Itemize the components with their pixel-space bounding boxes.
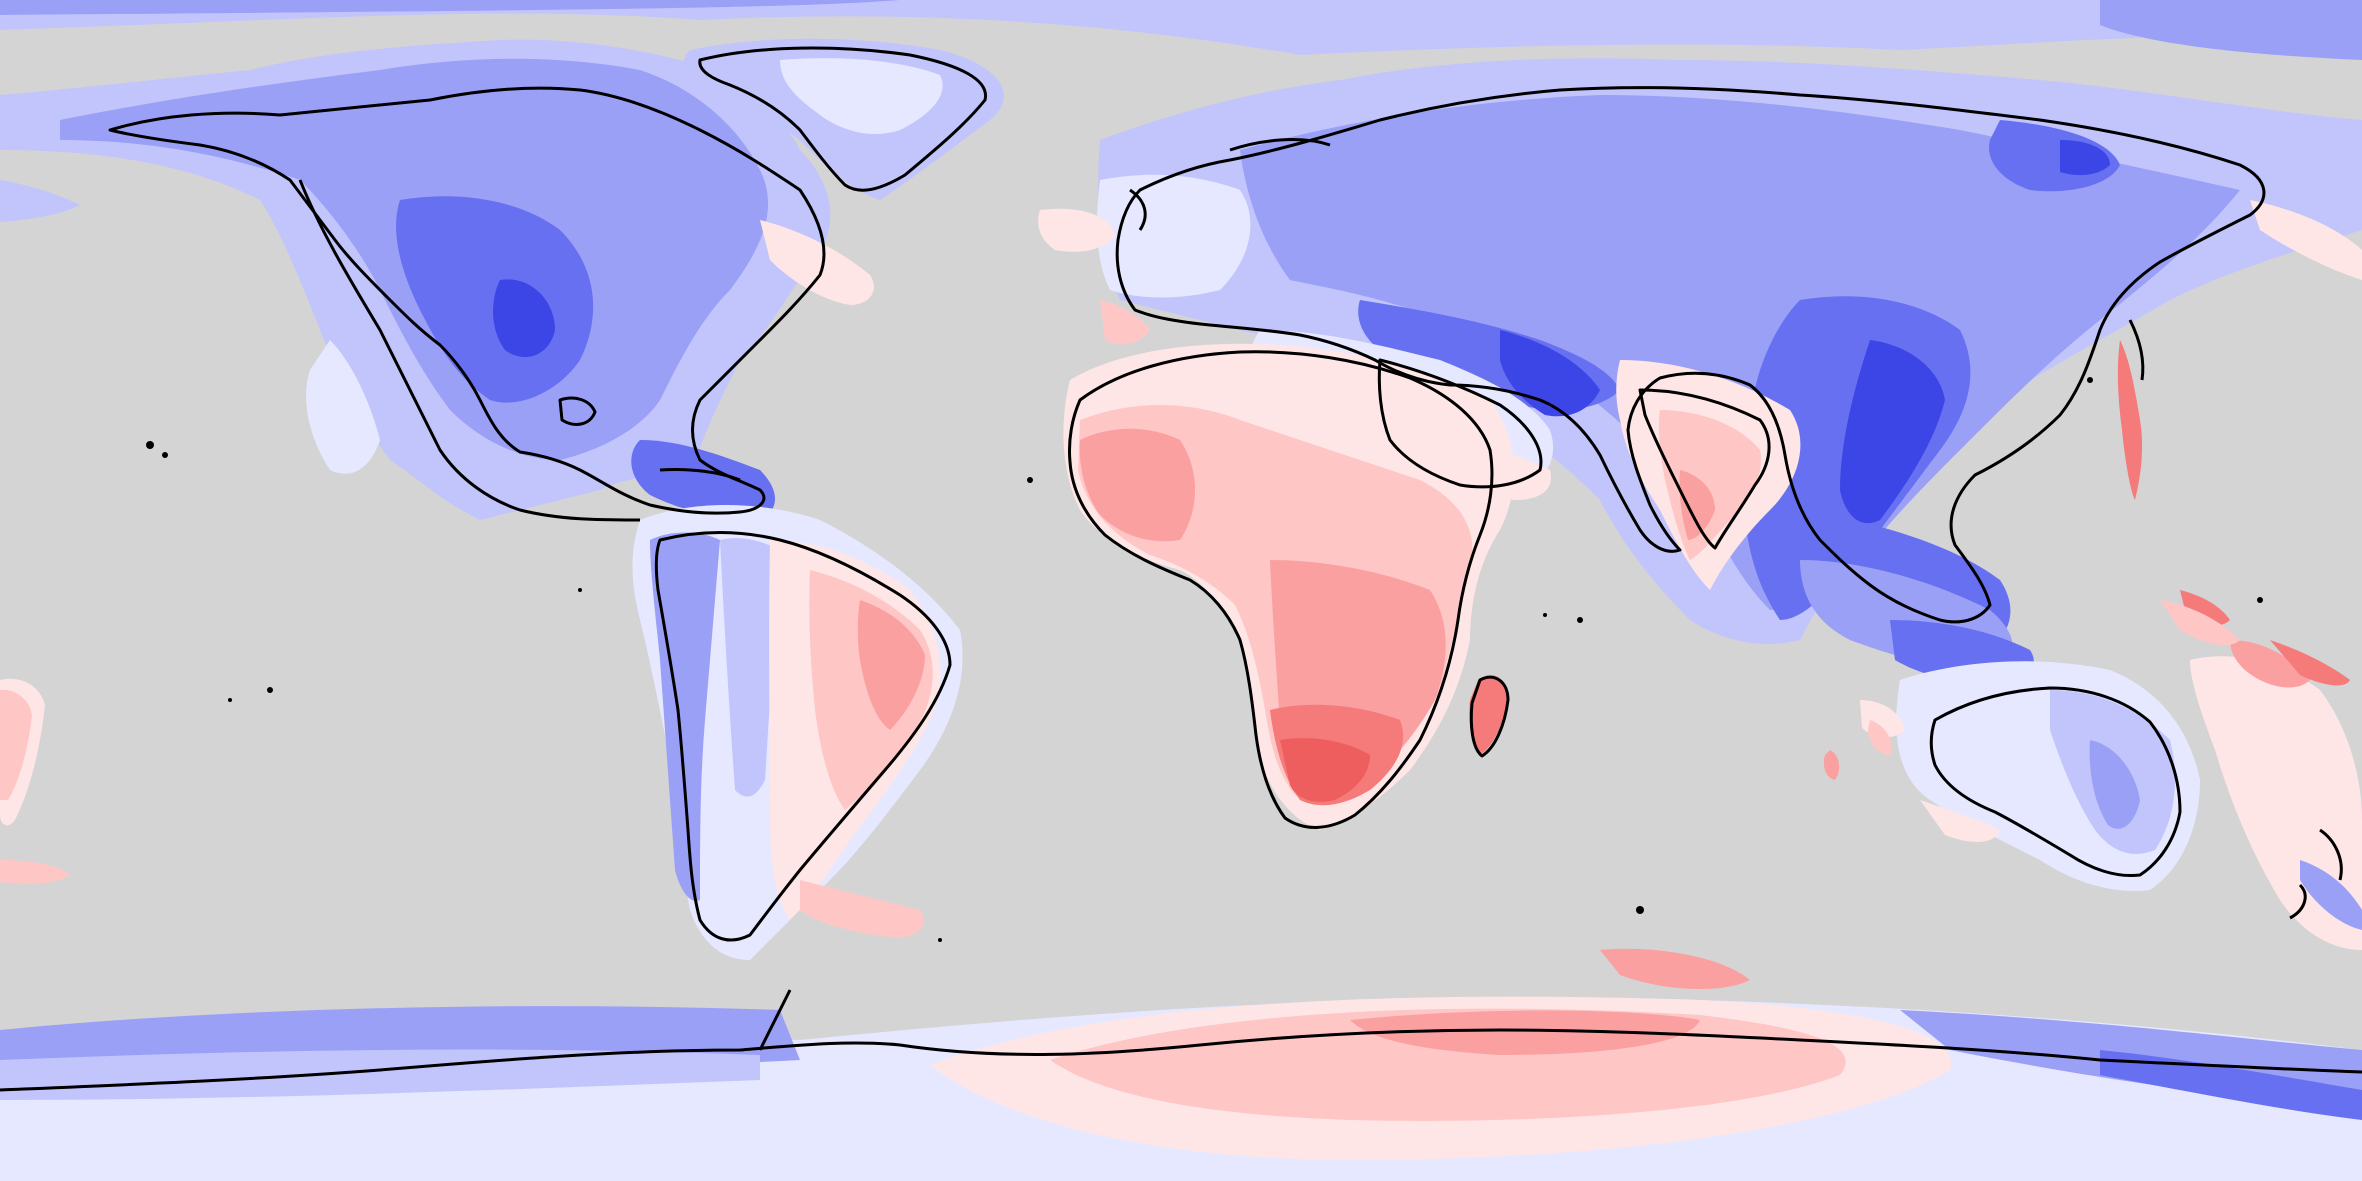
south-america	[632, 505, 963, 960]
arctic-bands	[0, 0, 2362, 60]
pacific-west-edge	[0, 0, 80, 884]
eurasia	[1038, 58, 2362, 650]
antarctic-bands	[0, 948, 2362, 1181]
north-america	[0, 39, 874, 520]
oceania	[1800, 560, 2362, 950]
coastlines	[0, 46, 2362, 1092]
small-islands	[146, 377, 2263, 942]
africa	[1063, 343, 1514, 830]
